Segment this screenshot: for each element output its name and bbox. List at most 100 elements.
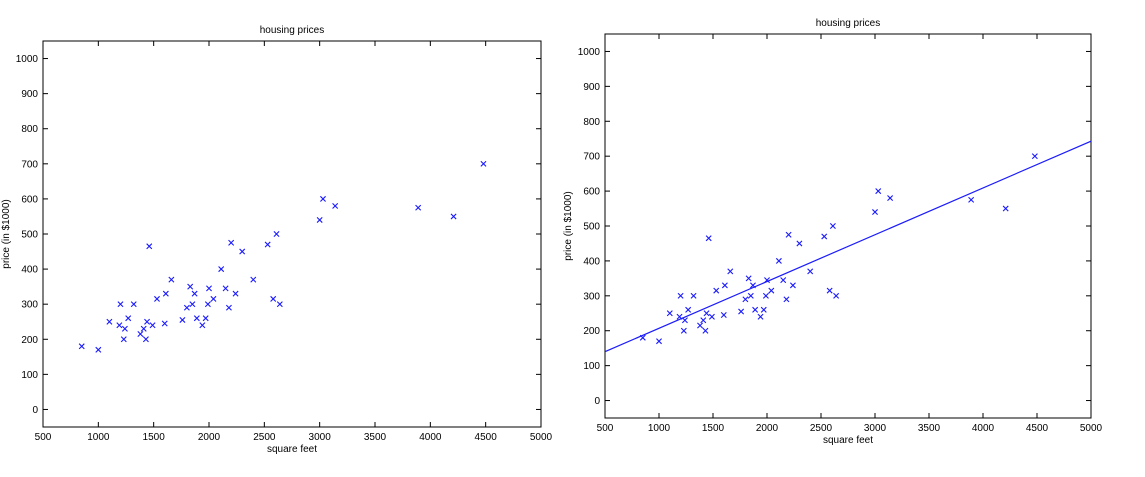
data-point [749, 282, 756, 289]
data-point [270, 295, 277, 302]
data-point [332, 202, 339, 209]
y-axis-label: price (in $1000) [1, 199, 12, 268]
chart-1: housing prices square feet price (in $1000… [1, 25, 553, 455]
x-tick-label: 4000 [419, 432, 442, 443]
data-point [210, 295, 217, 302]
data-point [742, 296, 749, 303]
x-axis-label: square feet [267, 444, 317, 455]
x-tick-label: 4500 [475, 432, 498, 443]
data-point [826, 287, 833, 294]
data-point [745, 275, 752, 282]
y-tick-label: 800 [583, 117, 600, 128]
y-tick-label: 700 [583, 152, 600, 163]
data-point [146, 243, 153, 250]
data-point [149, 322, 156, 329]
chart-2: housing prices square feet price (in $1000… [563, 18, 1103, 446]
data-point [676, 313, 683, 320]
x-tick-label: 1000 [87, 432, 110, 443]
data-point [656, 338, 662, 345]
data-point [833, 292, 840, 299]
x-tick-label: 2500 [253, 432, 276, 443]
regression-line [605, 140, 1091, 353]
data-point [204, 301, 211, 308]
y-tick-label: 0 [32, 405, 38, 416]
data-point [764, 277, 770, 284]
data-point [161, 320, 168, 327]
data-point [700, 317, 707, 324]
data-point [183, 304, 190, 311]
x-tick-label: 3000 [864, 423, 887, 434]
data-point [968, 196, 975, 203]
data-point [821, 233, 828, 240]
data-point [780, 277, 787, 284]
data-point [125, 315, 132, 322]
data-point [162, 290, 169, 297]
y-tick-label: 100 [21, 370, 38, 381]
data-point [264, 241, 271, 248]
data-point [807, 268, 814, 275]
y-tick-label: 500 [21, 230, 38, 241]
x-tick-label: 5000 [530, 432, 553, 443]
data-point [179, 316, 186, 323]
data-point [713, 287, 720, 294]
y-tick-label: 100 [583, 361, 600, 372]
x-tick-label: 1500 [143, 432, 166, 443]
data-point [95, 346, 102, 353]
data-point [708, 313, 715, 320]
y-tick-label: 300 [583, 291, 600, 302]
data-point [199, 322, 206, 329]
data-point [789, 282, 796, 289]
data-point [757, 313, 764, 320]
data-point [121, 325, 128, 332]
data-point [752, 306, 759, 313]
data-point [829, 223, 836, 229]
data-point [796, 240, 803, 247]
data-point [639, 334, 646, 341]
data-point [666, 310, 673, 317]
data-point [768, 287, 775, 294]
data-point [875, 188, 882, 195]
data-point [1031, 153, 1038, 160]
x-tick-label: 2000 [198, 432, 221, 443]
data-point [705, 235, 712, 242]
data-point [142, 336, 149, 343]
data-point [775, 257, 782, 264]
x-tick-label: 5000 [1080, 423, 1103, 434]
data-point [120, 336, 127, 343]
x-tick-label: 3500 [364, 432, 387, 443]
x-tick-label: 2000 [756, 423, 779, 434]
x-tick-label: 1000 [648, 423, 671, 434]
x-tick-label: 500 [35, 432, 52, 443]
data-point [680, 327, 687, 334]
data-point [887, 195, 894, 202]
data-point [228, 239, 235, 246]
x-tick-label: 3500 [918, 423, 941, 434]
data-point [681, 317, 688, 324]
data-point [193, 315, 200, 322]
plot-frame [604, 33, 1092, 419]
data-point [140, 325, 147, 332]
y-tick-label: 1000 [16, 54, 39, 65]
data-point [250, 276, 257, 283]
y-tick-label: 200 [21, 335, 38, 346]
data-point [319, 195, 326, 202]
chart-title: housing prices [260, 25, 324, 36]
data-point [144, 318, 151, 325]
y-tick-label: 400 [21, 265, 38, 276]
data-point [721, 282, 728, 289]
data-point [202, 315, 209, 322]
data-point [703, 310, 710, 317]
data-point [106, 318, 113, 325]
x-tick-label: 500 [597, 423, 614, 434]
y-tick-label: 300 [21, 300, 38, 311]
x-tick-label: 4500 [1026, 423, 1049, 434]
data-point [222, 285, 229, 292]
data-point [137, 331, 144, 337]
data-point [480, 160, 487, 167]
data-point [232, 290, 239, 297]
data-point [153, 295, 160, 302]
data-point [316, 216, 323, 223]
x-tick-label: 2500 [810, 423, 833, 434]
data-point [191, 290, 198, 297]
